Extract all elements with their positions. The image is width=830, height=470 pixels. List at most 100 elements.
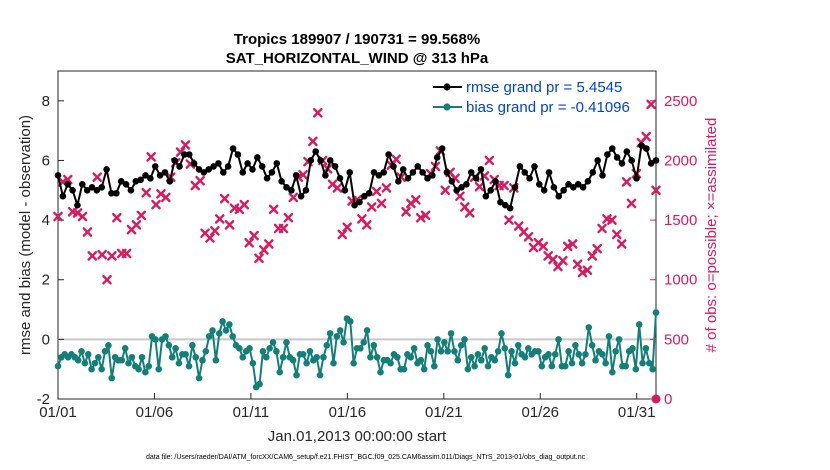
bias-point — [323, 342, 331, 349]
obs-assimilated-point — [283, 212, 294, 223]
obs-assimilated-point — [592, 243, 602, 254]
bias-point — [447, 330, 455, 337]
rmse-point — [190, 160, 198, 167]
x-tick-label: 01/16 — [329, 404, 367, 421]
bias-point — [615, 336, 623, 343]
obs-assimilated-point — [577, 267, 588, 278]
bias-point — [632, 365, 640, 373]
rmse-point — [579, 183, 587, 191]
rmse-point — [370, 169, 378, 176]
bias-point — [340, 339, 347, 346]
rmse-point — [424, 175, 431, 182]
obs-assimilated-point — [224, 220, 235, 230]
bias-point — [400, 365, 408, 373]
bias-point — [162, 333, 169, 340]
rmse-point — [312, 148, 319, 155]
obs-assimilated-point — [391, 154, 402, 165]
bias-point — [471, 362, 478, 370]
rmse-point — [161, 169, 169, 176]
rmse-point — [560, 186, 567, 194]
obs-assimilated-point — [63, 174, 73, 185]
rmse-point — [122, 181, 130, 188]
left-y-axis-ticks: -2 0 2 4 6 8 — [37, 93, 64, 408]
bias-series — [54, 309, 660, 391]
bias-point — [54, 362, 62, 370]
rmse-point — [117, 178, 125, 185]
bias-point — [333, 333, 341, 340]
rmse-point — [292, 172, 300, 179]
bias-point — [256, 380, 263, 388]
rmse-point — [642, 145, 650, 152]
rmse-point — [448, 178, 456, 185]
right-y-tick-label: 2500 — [664, 93, 697, 110]
rmse-point — [467, 169, 475, 176]
rmse-point — [74, 201, 81, 209]
bias-point — [346, 318, 354, 325]
obs-assimilated-point — [239, 199, 250, 210]
x-tick-label: 01/21 — [425, 404, 463, 421]
bias-point — [548, 362, 556, 370]
bias-point — [481, 345, 488, 352]
plot-area — [57, 70, 657, 400]
x-axis-ticks: 01/01 01/06 01/11 01/16 01/21 01/26 01/31 — [39, 393, 655, 421]
bias-point — [430, 362, 438, 370]
left-y-tick-label: 2 — [42, 272, 50, 289]
rmse-point — [565, 181, 572, 188]
obs-assimilated-point — [548, 254, 558, 265]
rmse-point — [326, 157, 334, 164]
rmse-point — [536, 181, 543, 188]
bias-point — [78, 347, 85, 355]
bias-point — [121, 345, 129, 352]
bias-point — [561, 362, 569, 370]
x-tick-label: 01/26 — [521, 404, 559, 421]
rmse-point — [594, 157, 601, 164]
rmse-point — [516, 163, 524, 170]
bias-point — [578, 359, 586, 367]
bias-point — [192, 353, 200, 361]
obs-assimilated-point — [611, 229, 622, 240]
rmse-point — [341, 186, 349, 194]
bias-point — [451, 347, 458, 355]
bias-point — [363, 327, 371, 334]
rmse-point — [93, 186, 101, 194]
obs-assimilated-point — [141, 187, 152, 198]
rmse-point — [142, 172, 149, 179]
rmse-point — [482, 192, 490, 200]
left-y-axis-label: rmse and bias (model - observation) — [17, 115, 34, 355]
obs-assimilated-point — [136, 210, 147, 221]
rmse-point — [273, 160, 281, 167]
bias-point — [128, 353, 136, 361]
legend-bias-label: bias grand pr = -0.41096 — [466, 99, 630, 116]
obs-assimilated-point — [146, 152, 156, 162]
rmse-point — [176, 163, 183, 170]
rmse-point — [234, 151, 242, 158]
rmse-point — [521, 169, 529, 176]
bias-point — [605, 333, 613, 340]
bias-point — [357, 345, 364, 352]
rmse-point — [254, 154, 261, 161]
bias-point — [172, 345, 179, 352]
rmse-point — [409, 169, 417, 176]
rmse-point — [302, 186, 310, 194]
obs-assimilated-point — [205, 233, 215, 243]
obs-assimilated-point — [455, 191, 465, 202]
bias-point — [592, 356, 599, 364]
bias-point — [609, 368, 616, 376]
rmse-point — [414, 163, 422, 170]
bias-point — [494, 347, 502, 355]
bias-point — [514, 342, 522, 349]
rmse-point — [458, 183, 465, 191]
left-y-tick-label: 6 — [42, 152, 50, 169]
rmse-point — [438, 145, 446, 152]
bias-point — [185, 362, 193, 370]
obs-assimilated-point — [121, 248, 132, 259]
obs-assimilated-point — [102, 274, 112, 285]
rmse-point — [127, 186, 135, 194]
rmse-point — [220, 169, 227, 176]
bias-point — [420, 365, 428, 373]
bias-point — [320, 353, 327, 361]
bias-point — [108, 374, 116, 382]
obs-assimilated-point — [572, 259, 583, 270]
legend-rmse-label: rmse grand pr = 5.4545 — [466, 79, 622, 96]
bias-point — [289, 356, 297, 364]
